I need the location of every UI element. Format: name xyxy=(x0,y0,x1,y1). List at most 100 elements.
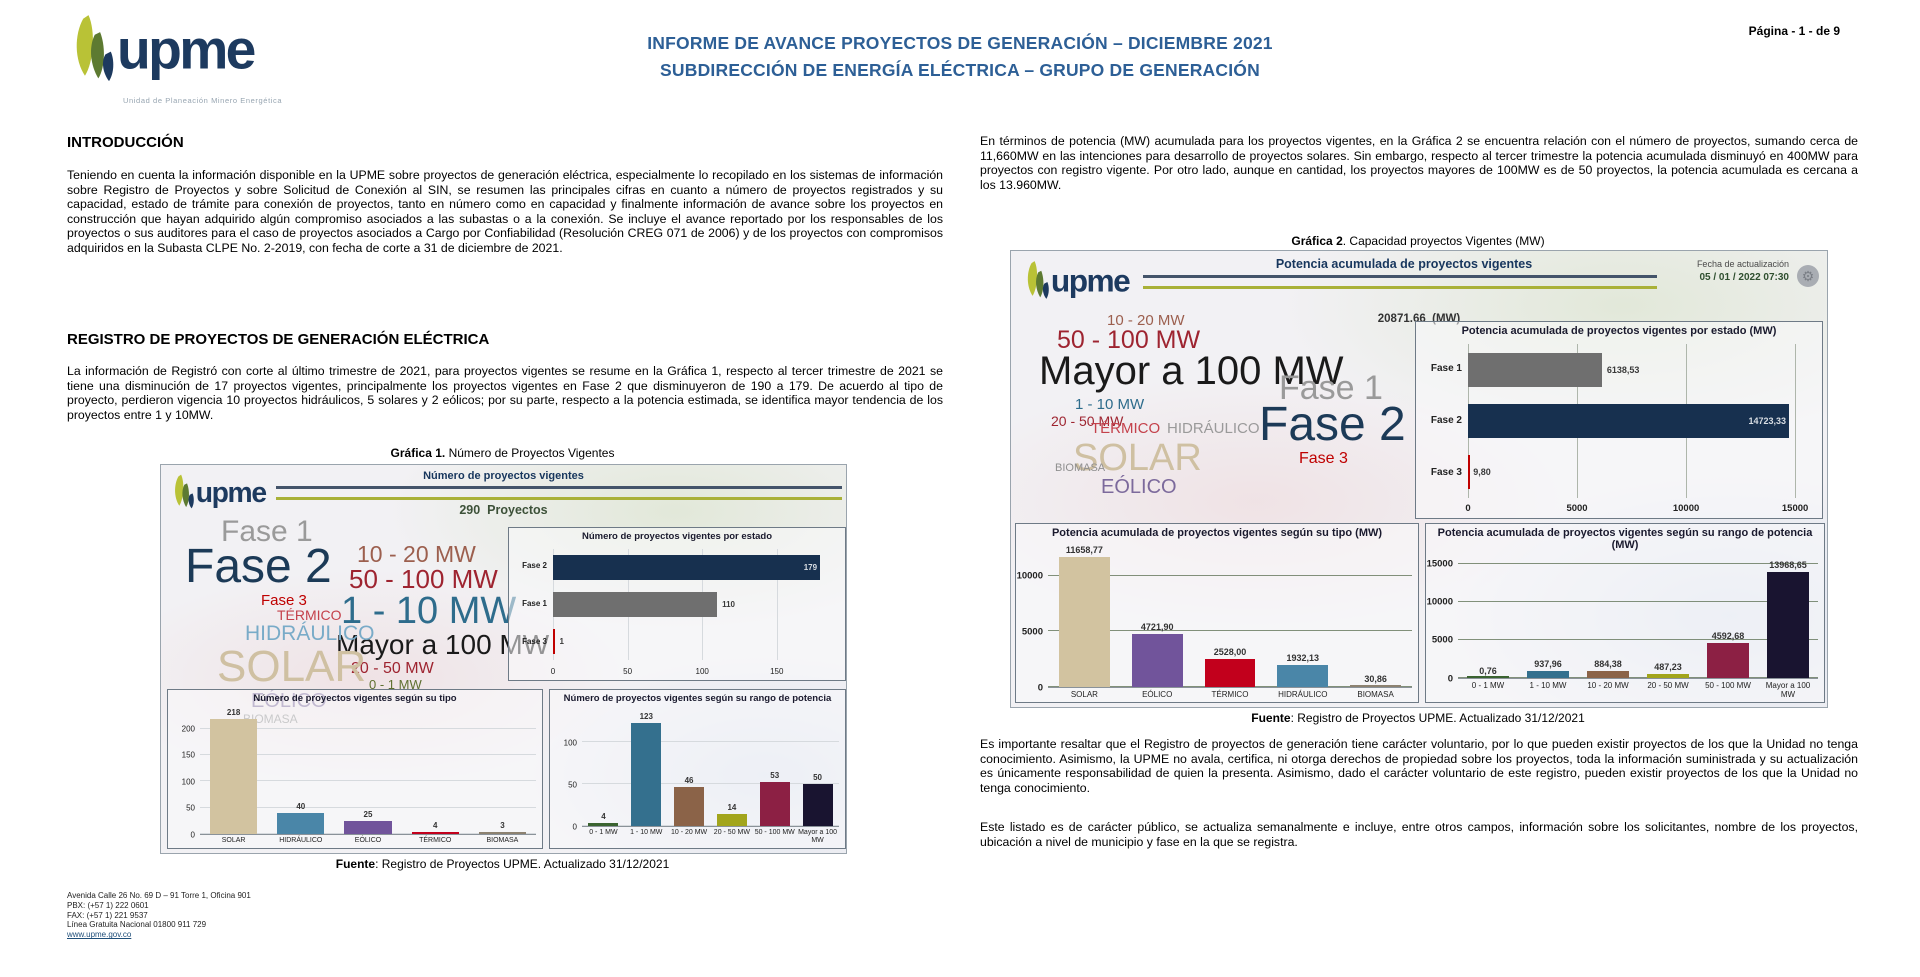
bar-value-label: 46 xyxy=(684,776,694,786)
wordcloud-term: 1 - 10 MW xyxy=(341,590,517,632)
bar-value-label: 937,96 xyxy=(1534,658,1562,669)
bar-value-label: 0,76 xyxy=(1479,665,1497,676)
registro-paragraph: La información de Registró con corte al … xyxy=(67,364,943,422)
wordcloud-term: Fase 2 xyxy=(185,540,332,593)
bar-Fase 1 xyxy=(553,592,718,617)
chart-proyectos-por-estado: Número de proyectos vigentes por estado F… xyxy=(508,527,846,681)
y-axis: 0 5000 10000 15000 xyxy=(1426,558,1458,684)
wordcloud-term: Fase 1 xyxy=(1279,369,1383,407)
plot-area: 0 5000 10000 15000 6138,53 14723,33 9,80 xyxy=(1465,342,1814,516)
footer-line: FAX: (+57 1) 221 9537 xyxy=(67,910,148,920)
bar-Fase 2 xyxy=(1468,404,1790,438)
dashboard1-rule xyxy=(276,486,842,500)
category-label: 1 - 10 MW xyxy=(1529,680,1567,690)
gridline xyxy=(1048,630,1412,632)
wordcloud-term: 1 - 10 MW xyxy=(1075,396,1145,413)
y-tick-label: 100 xyxy=(181,777,195,787)
y-tick-label: 100 xyxy=(563,738,577,748)
bar-value-label: 1932,13 xyxy=(1286,653,1320,664)
gridline xyxy=(200,754,536,756)
category-label: 1 - 10 MW xyxy=(630,828,663,836)
category-label: HIDRÁULICO xyxy=(279,836,323,844)
y-tick-label: 10000 xyxy=(1426,596,1453,608)
grafica1-fuente: Fuente: Registro de Proyectos UPME. Actu… xyxy=(335,857,670,871)
svg-text:upme: upme xyxy=(196,476,267,508)
bar-10 - 20 MW xyxy=(674,787,705,826)
bar-20 - 50 MW xyxy=(716,814,747,826)
bar-50 - 100 MW xyxy=(1707,642,1749,678)
bar-value-label: 110 xyxy=(722,600,735,609)
y-tick-label: 50 xyxy=(568,780,577,790)
gridline xyxy=(582,741,839,743)
chart-potencia-por-rango: Potencia acumulada de proyectos vigentes… xyxy=(1425,523,1825,703)
gridline xyxy=(1458,562,1818,564)
footer-line: Avenida Calle 26 No. 69 D – 91 Torre 1, … xyxy=(67,891,251,900)
dashboard2-rule xyxy=(1143,275,1657,289)
gridline xyxy=(1458,638,1818,640)
bar-value-label: 2528,00 xyxy=(1213,646,1247,657)
category-label: Fase 1 xyxy=(522,599,547,608)
bar-value-label: 179 xyxy=(803,563,818,572)
chart-title: Potencia acumulada de proyectos vigentes… xyxy=(1461,325,1777,337)
gridline xyxy=(1458,676,1818,678)
chart-title: Número de proyectos vigentes por estado xyxy=(581,531,773,542)
wordcloud-term: TÉRMICO xyxy=(1091,420,1161,437)
potencia-paragraph: En términos de potencia (MW) acumulada p… xyxy=(980,134,1858,192)
wordcloud-term: Mayor a 100 MW xyxy=(1039,349,1344,393)
wordcloud-term: 10 - 20 MW xyxy=(1107,312,1185,329)
category-label: EÓLICO xyxy=(354,836,382,844)
wordcloud-term: EÓLICO xyxy=(1101,476,1177,498)
footer-address: Avenida Calle 26 No. 69 D – 91 Torre 1, … xyxy=(67,891,251,940)
plot-area: 218 40 25 4 3 xyxy=(200,708,536,835)
gridline xyxy=(1795,344,1797,498)
category-label: 20 - 50 MW xyxy=(713,828,750,836)
grafica2-fuente: Fuente: Registro de Proyectos UPME. Actu… xyxy=(1251,711,1585,725)
gridline xyxy=(200,780,536,782)
bar-50 - 100 MW xyxy=(759,781,790,826)
chart-proyectos-por-rango: Número de proyectos vigentes según su ra… xyxy=(549,689,846,849)
wordcloud-term: SOLAR xyxy=(1073,437,1202,479)
category-label: EÓLICO xyxy=(1142,689,1173,699)
y-tick-label: 150 xyxy=(181,750,195,760)
dashboard1-title: Número de proyectos vigentes xyxy=(423,470,584,482)
chart-title: Potencia acumulada de proyectos vigentes… xyxy=(1437,527,1813,551)
bar-value-label: 4592,68 xyxy=(1711,630,1745,641)
upme-logo-small: upme xyxy=(175,474,268,509)
category-label: 0 - 1 MW xyxy=(1471,680,1505,690)
chart-title: Número de proyectos vigentes según su ti… xyxy=(253,693,457,704)
category-label: BIOMASA xyxy=(486,836,519,844)
wordcloud-term: Fase 3 xyxy=(261,592,307,609)
x-tick-label: 50 xyxy=(623,667,633,676)
y-axis: 0 5000 10000 xyxy=(1017,548,1048,693)
bar-value-label: 40 xyxy=(296,801,306,811)
chart-potencia-por-estado: Potencia acumulada de proyectos vigentes… xyxy=(1415,321,1823,519)
bar-value-label: 30,86 xyxy=(1364,674,1387,685)
footer-line: Línea Gratuita Nacional 01800 911 729 xyxy=(67,920,207,930)
x-tick-label: 10000 xyxy=(1672,503,1700,514)
bar-value-label: 4 xyxy=(432,820,438,830)
bar-0 - 1 MW xyxy=(588,822,619,826)
grafica1-caption-number: Gráfica 1. xyxy=(390,446,446,460)
bar-20 - 50 MW xyxy=(1647,673,1689,678)
fecha-actualizacion-value: 05 / 01 / 2022 07:30 xyxy=(1699,272,1789,283)
y-tick-label: 50 xyxy=(186,803,195,813)
registro-voluntario-paragraph: Es importante resaltar que el Registro d… xyxy=(980,737,1858,795)
bar-value-label: 50 xyxy=(813,773,822,783)
gridline xyxy=(200,806,536,808)
wordcloud-term: Fase 3 xyxy=(1299,450,1348,467)
footer-website-link[interactable]: www.upme.gov.co xyxy=(67,930,132,940)
category-label: Fase 2 xyxy=(522,561,547,571)
category-label: 10 - 20 MW xyxy=(1587,680,1629,690)
bar-value-label: 4721,90 xyxy=(1140,622,1174,633)
grafica2-caption: Gráfica 2. Capacidad proyectos Vigentes … xyxy=(1291,234,1545,248)
bar-1 - 10 MW xyxy=(1527,670,1569,678)
y-tick-label: 5000 xyxy=(1431,634,1453,646)
listado-publico-paragraph: Este listado es de carácter público, se … xyxy=(980,820,1858,849)
bar-0 - 1 MW xyxy=(1467,675,1509,678)
y-tick-label: 0 xyxy=(190,830,195,840)
y-axis: Fase 2 Fase 1 Fase 3 xyxy=(513,547,553,678)
bar-BIOMASA xyxy=(478,831,526,834)
category-label: SOLAR xyxy=(221,836,246,844)
gear-icon: ⚙ xyxy=(1797,265,1819,287)
